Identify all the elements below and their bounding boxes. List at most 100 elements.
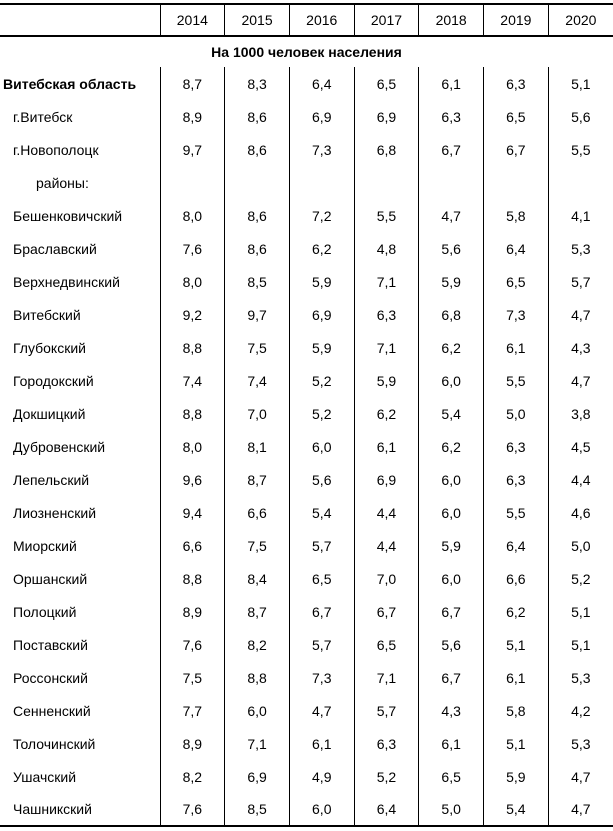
cell-value: 5,5 bbox=[483, 364, 549, 397]
cell-value: 7,1 bbox=[353, 661, 419, 694]
year-column-header: 2018 bbox=[418, 3, 484, 37]
table-row: Полоцкий 8,9 8,7 6,7 6,7 6,7 6,2 5,1 bbox=[0, 595, 613, 628]
cell-value: 4,5 bbox=[547, 430, 613, 463]
cell-value: 5,1 bbox=[547, 67, 613, 100]
cell-value: 6,6 bbox=[159, 529, 225, 562]
cell-value: 5,5 bbox=[353, 199, 419, 232]
cell-value: 7,3 bbox=[288, 133, 355, 166]
cell-value: 6,1 bbox=[418, 727, 484, 760]
cell-value: 6,1 bbox=[353, 430, 419, 463]
cell-value: 8,7 bbox=[224, 463, 290, 496]
cell-value: 9,7 bbox=[224, 298, 290, 331]
table-row: Поставский 7,6 8,2 5,7 6,5 5,6 5,1 5,1 bbox=[0, 628, 613, 661]
cell-value: 5,6 bbox=[288, 463, 355, 496]
cell-value: 6,8 bbox=[418, 298, 484, 331]
cell-value: 4,2 bbox=[547, 694, 613, 727]
cell-value: 5,8 bbox=[483, 694, 549, 727]
year-column-header: 2016 bbox=[288, 3, 355, 37]
row-label: Лепельский bbox=[13, 471, 90, 488]
table-row: Городокский 7,4 7,4 5,2 5,9 6,0 5,5 4,7 bbox=[0, 364, 613, 397]
table-row: Лиозненский 9,4 6,6 5,4 4,4 6,0 5,5 4,6 bbox=[0, 496, 613, 529]
cell-value: 6,0 bbox=[288, 793, 355, 826]
cell-value: 4,7 bbox=[547, 793, 613, 826]
table-row: г.Витебск 8,9 8,6 6,9 6,9 6,3 6,5 5,6 bbox=[0, 100, 613, 133]
cell-value: 6,9 bbox=[288, 298, 355, 331]
row-label: Дубровенский bbox=[13, 438, 106, 455]
cell-value bbox=[159, 166, 225, 199]
cell-value: 5,0 bbox=[483, 397, 549, 430]
cell-value: 6,7 bbox=[418, 661, 484, 694]
cell-value: 6,5 bbox=[353, 67, 419, 100]
cell-value: 6,2 bbox=[483, 595, 549, 628]
cell-value: 7,5 bbox=[224, 331, 290, 364]
cell-value: 4,7 bbox=[547, 364, 613, 397]
cell-value bbox=[224, 166, 290, 199]
table-row: Оршанский 8,8 8,4 6,5 7,0 6,0 6,6 5,2 bbox=[0, 562, 613, 595]
cell-value: 8,8 bbox=[159, 397, 225, 430]
row-label: Витебская область bbox=[3, 75, 137, 92]
cell-value: 8,7 bbox=[159, 67, 225, 100]
table-row: г.Новополоцк 9,7 8,6 7,3 6,8 6,7 6,7 5,5 bbox=[0, 133, 613, 166]
cell-value: 4,9 bbox=[288, 760, 355, 793]
cell-value: 7,6 bbox=[159, 628, 225, 661]
row-label: Глубокский bbox=[13, 339, 86, 356]
cell-value: 5,6 bbox=[547, 100, 613, 133]
cell-value: 6,7 bbox=[483, 133, 549, 166]
cell-value: 6,3 bbox=[483, 67, 549, 100]
row-label: Толочинский bbox=[13, 735, 96, 752]
cell-value: 6,9 bbox=[353, 463, 419, 496]
row-label: Городокский bbox=[13, 372, 94, 389]
cell-value: 5,1 bbox=[483, 628, 549, 661]
cell-value: 6,0 bbox=[418, 562, 484, 595]
cell-value: 8,9 bbox=[159, 595, 225, 628]
cell-value: 4,7 bbox=[288, 694, 355, 727]
cell-value: 6,4 bbox=[483, 232, 549, 265]
cell-value: 8,8 bbox=[159, 331, 225, 364]
cell-value: 6,2 bbox=[418, 331, 484, 364]
year-column-header: 2015 bbox=[224, 3, 290, 37]
table-row: Верхнедвинский 8,0 8,5 5,9 7,1 5,9 6,5 5,7 bbox=[0, 265, 613, 298]
cell-value: 5,4 bbox=[288, 496, 355, 529]
row-label: Оршанский bbox=[13, 570, 88, 587]
cell-value: 6,5 bbox=[288, 562, 355, 595]
cell-value: 5,2 bbox=[288, 364, 355, 397]
cell-value: 7,5 bbox=[159, 661, 225, 694]
section-title: На 1000 человек населения bbox=[211, 44, 402, 60]
cell-value: 6,5 bbox=[353, 628, 419, 661]
cell-value: 5,9 bbox=[418, 529, 484, 562]
cell-value: 6,0 bbox=[288, 430, 355, 463]
cell-value: 8,0 bbox=[159, 265, 225, 298]
cell-value: 4,4 bbox=[547, 463, 613, 496]
table-row: Бешенковичский 8,0 8,6 7,2 5,5 4,7 5,8 4,1 bbox=[0, 199, 613, 232]
row-label: Полоцкий bbox=[13, 603, 77, 620]
cell-value: 7,1 bbox=[353, 331, 419, 364]
row-label: Витебский bbox=[13, 306, 81, 323]
cell-value: 6,1 bbox=[418, 67, 484, 100]
cell-value: 5,7 bbox=[288, 529, 355, 562]
cell-value: 8,0 bbox=[159, 430, 225, 463]
corner-cell bbox=[0, 3, 160, 37]
cell-value: 7,1 bbox=[353, 265, 419, 298]
cell-value: 6,1 bbox=[483, 661, 549, 694]
cell-value bbox=[418, 166, 484, 199]
cell-value: 7,2 bbox=[288, 199, 355, 232]
cell-value: 6,3 bbox=[483, 430, 549, 463]
cell-value: 6,0 bbox=[418, 364, 484, 397]
cell-value: 8,7 bbox=[224, 595, 290, 628]
row-label: Сенненский bbox=[13, 702, 91, 719]
cell-value: 5,5 bbox=[547, 133, 613, 166]
table-row: Докшицкий 8,8 7,0 5,2 6,2 5,4 5,0 3,8 bbox=[0, 397, 613, 430]
cell-value: 5,6 bbox=[418, 628, 484, 661]
cell-value: 5,7 bbox=[288, 628, 355, 661]
cell-value: 8,2 bbox=[224, 628, 290, 661]
cell-value: 6,3 bbox=[353, 298, 419, 331]
cell-value: 5,0 bbox=[547, 529, 613, 562]
cell-value: 5,2 bbox=[353, 760, 419, 793]
section-title-row: На 1000 человек населения bbox=[0, 36, 613, 67]
cell-value: 6,9 bbox=[353, 100, 419, 133]
cell-value: 6,0 bbox=[224, 694, 290, 727]
table-row: районы: bbox=[0, 166, 613, 199]
cell-value: 7,6 bbox=[159, 232, 225, 265]
cell-value: 8,2 bbox=[159, 760, 225, 793]
cell-value: 4,4 bbox=[353, 496, 419, 529]
